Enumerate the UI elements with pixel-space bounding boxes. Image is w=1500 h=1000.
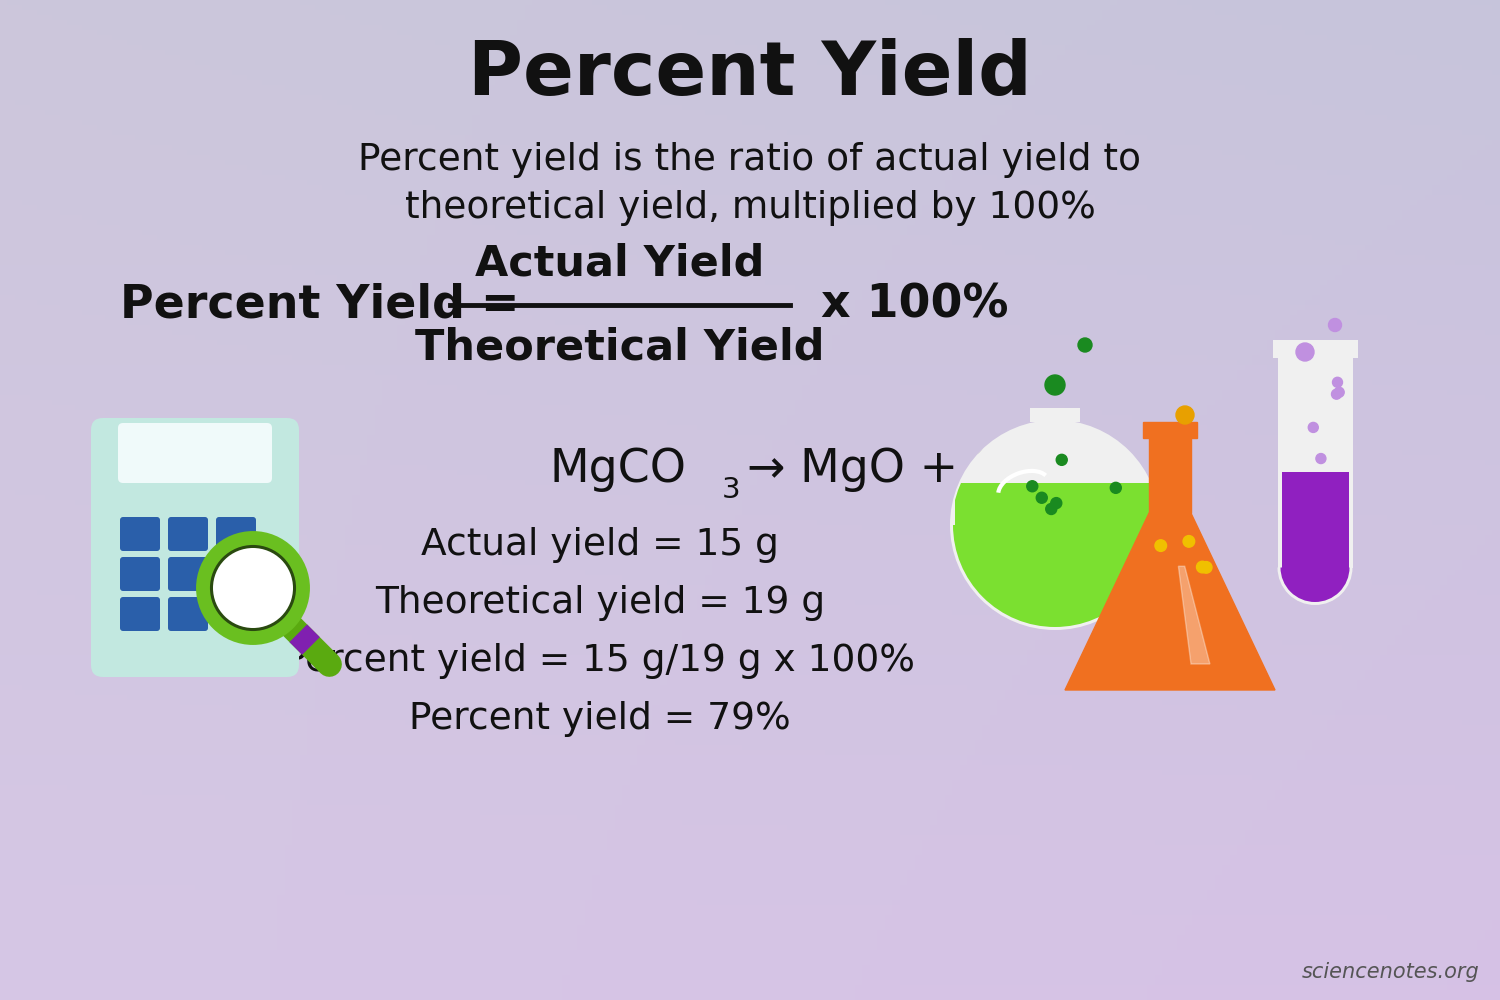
Circle shape bbox=[1332, 389, 1341, 399]
FancyBboxPatch shape bbox=[120, 557, 160, 591]
Wedge shape bbox=[1278, 568, 1353, 605]
Circle shape bbox=[1046, 375, 1065, 395]
Circle shape bbox=[1155, 540, 1167, 551]
Text: Percent yield = 79%: Percent yield = 79% bbox=[410, 701, 790, 737]
Polygon shape bbox=[1070, 581, 1270, 687]
FancyBboxPatch shape bbox=[168, 557, 208, 591]
Circle shape bbox=[1056, 454, 1066, 465]
Wedge shape bbox=[1281, 568, 1350, 602]
Text: 3: 3 bbox=[722, 476, 741, 504]
Circle shape bbox=[1332, 377, 1342, 387]
Circle shape bbox=[950, 420, 1160, 630]
FancyBboxPatch shape bbox=[168, 517, 208, 551]
Circle shape bbox=[1036, 492, 1047, 503]
Circle shape bbox=[1028, 481, 1038, 492]
Circle shape bbox=[1184, 536, 1194, 547]
Text: sciencenotes.org: sciencenotes.org bbox=[1302, 962, 1480, 982]
Circle shape bbox=[1334, 387, 1344, 397]
Text: Theoretical yield = 19 g: Theoretical yield = 19 g bbox=[375, 585, 825, 621]
FancyBboxPatch shape bbox=[120, 517, 160, 551]
Bar bbox=[1278, 350, 1353, 568]
Bar bbox=[1281, 472, 1348, 568]
Polygon shape bbox=[1149, 430, 1191, 513]
Polygon shape bbox=[1065, 513, 1275, 690]
Circle shape bbox=[1329, 318, 1341, 332]
Text: Percent Yield =: Percent Yield = bbox=[120, 282, 536, 328]
Circle shape bbox=[1197, 561, 1208, 573]
Text: MgCO: MgCO bbox=[550, 448, 687, 492]
Bar bbox=[1036, 414, 1074, 514]
Text: Theoretical Yield: Theoretical Yield bbox=[416, 326, 825, 368]
FancyBboxPatch shape bbox=[216, 517, 256, 551]
Text: Actual Yield: Actual Yield bbox=[476, 242, 765, 284]
Bar bbox=[1030, 408, 1080, 422]
Circle shape bbox=[1046, 503, 1058, 514]
FancyBboxPatch shape bbox=[216, 597, 256, 631]
Wedge shape bbox=[952, 525, 1156, 627]
Text: Actual yield = 15 g: Actual yield = 15 g bbox=[422, 527, 778, 563]
Bar bbox=[956, 483, 1155, 530]
Circle shape bbox=[1110, 482, 1122, 493]
Text: Percent Yield: Percent Yield bbox=[468, 38, 1032, 111]
FancyBboxPatch shape bbox=[118, 423, 272, 483]
FancyBboxPatch shape bbox=[216, 557, 256, 591]
Circle shape bbox=[1052, 498, 1062, 509]
Circle shape bbox=[1200, 562, 1212, 573]
Text: Percent yield is the ratio of actual yield to: Percent yield is the ratio of actual yie… bbox=[358, 142, 1142, 178]
Circle shape bbox=[1316, 454, 1326, 464]
Bar bbox=[1272, 340, 1358, 358]
Text: Percent yield = 15 g/19 g x 100%: Percent yield = 15 g/19 g x 100% bbox=[285, 643, 915, 679]
Circle shape bbox=[1296, 343, 1314, 361]
FancyBboxPatch shape bbox=[168, 597, 208, 631]
Circle shape bbox=[202, 538, 303, 638]
Text: x 100%: x 100% bbox=[806, 282, 1008, 328]
Circle shape bbox=[213, 548, 292, 628]
Circle shape bbox=[207, 542, 298, 634]
Circle shape bbox=[1078, 338, 1092, 352]
Text: 2: 2 bbox=[1110, 476, 1128, 504]
FancyBboxPatch shape bbox=[92, 418, 298, 677]
Circle shape bbox=[1308, 422, 1318, 432]
Text: → MgO + CO: → MgO + CO bbox=[747, 448, 1041, 492]
Polygon shape bbox=[1179, 566, 1210, 664]
Circle shape bbox=[1176, 406, 1194, 424]
Polygon shape bbox=[1143, 422, 1197, 438]
FancyBboxPatch shape bbox=[120, 597, 160, 631]
Text: theoretical yield, multiplied by 100%: theoretical yield, multiplied by 100% bbox=[405, 190, 1095, 226]
